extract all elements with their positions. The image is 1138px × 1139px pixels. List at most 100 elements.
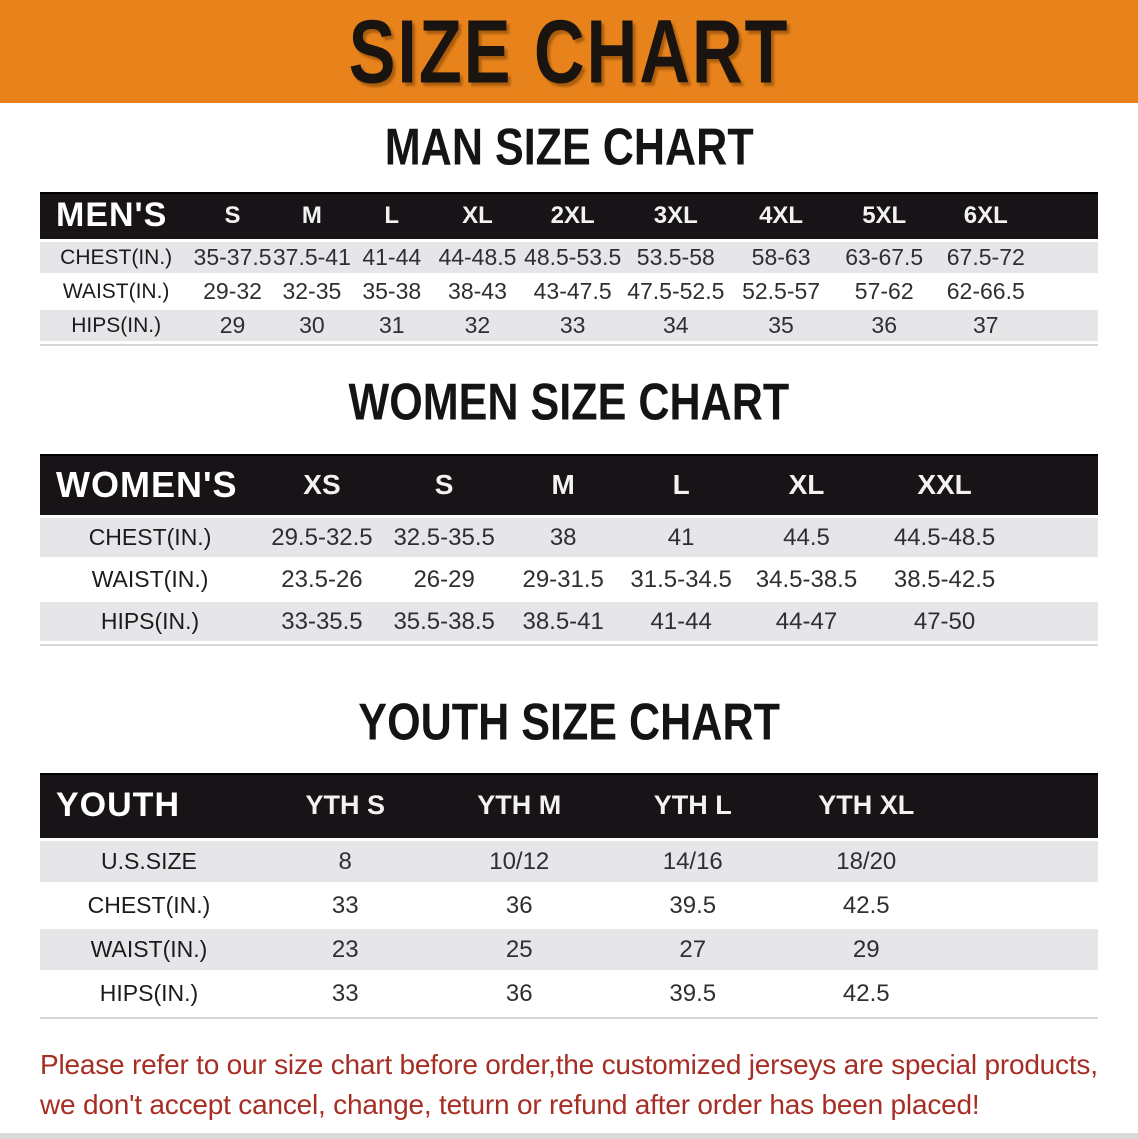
value-cell: 33-35.5 (281, 607, 363, 635)
size-col-header: XS (303, 468, 341, 500)
value-cell: 32.5-35.5 (393, 523, 495, 551)
value-cell: 34 (663, 312, 689, 338)
size-col-header: 2XL (550, 201, 595, 229)
value-cell: 33 (331, 979, 359, 1007)
youth-size-table: YOUTH YTH S YTH M YTH L YTH XL U.S.SIZE 8 10/12… (40, 773, 1098, 1019)
size-col-header: M (551, 468, 575, 500)
value-cell: 38.5-41 (522, 607, 604, 635)
value-cell: 41 (667, 523, 695, 551)
value-cell: 29 (852, 935, 880, 963)
women-section-title-text: WOMEN SIZE CHART (348, 373, 790, 432)
table-row: CHEST(IN.) 35-37.5 37.5-41 41-44 44-48.5 48.5… (40, 242, 1098, 276)
value-cell: 14/16 (662, 847, 723, 875)
bottom-edge-strip (0, 1133, 1138, 1139)
table-row: WAIST(IN.) 29-32 32-35 35-38 38-43 43-47.5 47.… (40, 276, 1098, 310)
value-cell: 39.5 (669, 891, 717, 919)
youth-corner-label: YOUTH (56, 786, 180, 824)
value-cell: 10/12 (489, 847, 550, 875)
size-col-header: YTH XL (818, 790, 915, 820)
size-col-header: XL (462, 201, 493, 229)
table-row: CHEST(IN.) 33 36 39.5 42.5 (40, 885, 1098, 929)
notice-line-2: we don't accept cancel, change, teturn o… (40, 1089, 980, 1120)
men-corner-label: MEN'S (56, 196, 168, 234)
value-cell: 32-35 (282, 278, 342, 304)
size-col-header: 6XL (963, 201, 1008, 229)
value-cell: 26-29 (413, 565, 475, 593)
value-cell: 37 (972, 312, 999, 338)
banner: SIZE CHART (0, 0, 1138, 103)
youth-section-title: YOUTH SIZE CHART (0, 696, 1138, 748)
value-cell: 25 (505, 935, 533, 963)
value-cell: 29 (219, 312, 246, 338)
value-cell: 33 (331, 891, 359, 919)
size-col-header: YTH M (477, 790, 562, 820)
size-col-header: S (434, 468, 454, 500)
value-cell: 62-66.5 (946, 278, 1025, 304)
banner-title: SIZE CHART (348, 0, 790, 102)
value-cell: 41-44 (650, 607, 712, 635)
value-cell: 30 (299, 312, 325, 338)
men-section-title: MAN SIZE CHART (0, 121, 1138, 173)
women-corner-label: WOMEN'S (56, 463, 238, 505)
size-col-header: XXL (917, 468, 972, 500)
value-cell: 37.5-41 (272, 244, 351, 270)
value-cell: 67.5-72 (946, 244, 1025, 270)
value-cell: 44-48.5 (438, 244, 517, 270)
value-cell: 29.5-32.5 (271, 523, 373, 551)
women-section-title: WOMEN SIZE CHART (0, 376, 1138, 428)
row-label: U.S.SIZE (101, 848, 197, 874)
value-cell: 43-47.5 (533, 278, 612, 304)
size-col-header: 3XL (653, 201, 698, 229)
value-cell: 33 (559, 312, 586, 338)
value-cell: 39.5 (669, 979, 717, 1007)
size-col-header: 5XL (862, 201, 907, 229)
table-row: WAIST(IN.) 23 25 27 29 (40, 929, 1098, 973)
value-cell: 48.5-53.5 (524, 244, 622, 270)
row-label: HIPS(IN.) (99, 980, 199, 1006)
size-col-header: XL (788, 468, 825, 500)
row-label: WAIST(IN.) (91, 566, 209, 592)
value-cell: 52.5-57 (742, 278, 821, 304)
value-cell: 31 (378, 312, 405, 338)
notice-line-1: Please refer to our size chart before or… (40, 1049, 1098, 1080)
value-cell: 36 (505, 891, 533, 919)
value-cell: 32 (464, 312, 491, 338)
value-cell: 35-38 (362, 278, 422, 304)
value-cell: 29-32 (203, 278, 262, 304)
size-col-header: YTH L (653, 790, 732, 820)
men-section-title-text: MAN SIZE CHART (384, 118, 754, 177)
value-cell: 47.5-52.5 (627, 278, 725, 304)
women-table-header: WOMEN'S XS S M L XL XXL (40, 454, 1098, 518)
value-cell: 47-50 (913, 607, 976, 635)
value-cell: 38-43 (448, 278, 507, 304)
row-label: HIPS(IN.) (100, 608, 200, 634)
table-row: HIPS(IN.) 29 30 31 32 33 34 35 36 37 (40, 310, 1098, 344)
value-cell: 57-62 (854, 278, 914, 304)
youth-section-title-text: YOUTH SIZE CHART (358, 693, 780, 752)
value-cell: 18/20 (836, 847, 897, 875)
table-row: CHEST(IN.) 29.5-32.5 32.5-35.5 38 41 44.5 44.5… (40, 518, 1098, 560)
value-cell: 53.5-58 (636, 244, 715, 270)
value-cell: 35.5-38.5 (393, 607, 495, 635)
men-table-header: MEN'S S M L XL 2XL 3XL 4XL 5XL 6XL (40, 192, 1098, 242)
value-cell: 23 (331, 935, 359, 963)
size-col-header: M (301, 201, 322, 229)
value-cell: 23.5-26 (281, 565, 363, 593)
charts-container: MAN SIZE CHART MEN'S S M L XL 2XL 3XL 4XL 5XL 6XL C… (0, 121, 1138, 1019)
value-cell: 8 (338, 847, 352, 875)
row-label: WAIST(IN.) (90, 936, 208, 962)
size-col-header: YTH S (305, 790, 385, 820)
row-label: CHEST(IN.) (88, 524, 212, 550)
value-cell: 27 (679, 935, 707, 963)
footer-notice: Please refer to our size chart before or… (40, 1045, 1138, 1125)
value-cell: 36 (871, 312, 898, 338)
table-row: HIPS(IN.) 33-35.5 35.5-38.5 38.5-41 41-44 44-… (40, 602, 1098, 644)
value-cell: 31.5-34.5 (630, 565, 732, 593)
value-cell: 29-31.5 (522, 565, 604, 593)
value-cell: 44.5 (783, 523, 830, 551)
table-row: WAIST(IN.) 23.5-26 26-29 29-31.5 31.5-34.5 34… (40, 560, 1098, 602)
value-cell: 44-47 (775, 607, 838, 635)
women-size-table: WOMEN'S XS S M L XL XXL CHEST(IN.) 29.5-32.5 32.5… (40, 454, 1098, 646)
row-label: CHEST(IN.) (87, 892, 211, 918)
